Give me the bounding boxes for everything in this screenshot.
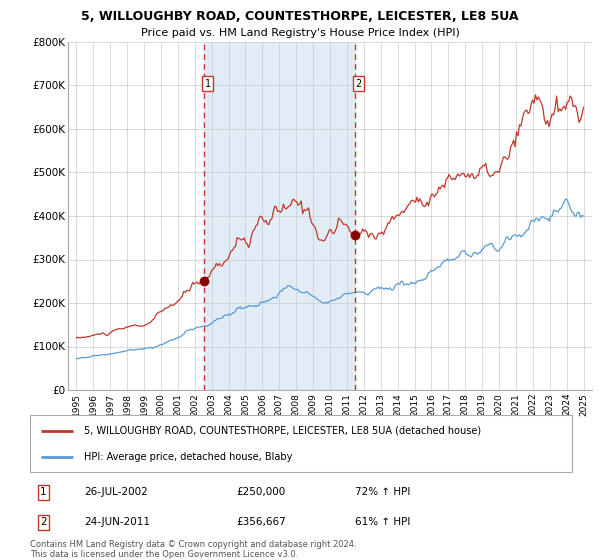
Bar bbox=[205, 42, 355, 390]
Text: Price paid vs. HM Land Registry's House Price Index (HPI): Price paid vs. HM Land Registry's House … bbox=[140, 28, 460, 38]
Text: 2: 2 bbox=[40, 517, 47, 528]
Text: 24-JUN-2011: 24-JUN-2011 bbox=[84, 517, 150, 528]
Text: 5, WILLOUGHBY ROAD, COUNTESTHORPE, LEICESTER, LE8 5UA: 5, WILLOUGHBY ROAD, COUNTESTHORPE, LEICE… bbox=[81, 10, 519, 23]
Text: £250,000: £250,000 bbox=[236, 487, 285, 497]
Text: 1: 1 bbox=[205, 79, 211, 88]
Text: £356,667: £356,667 bbox=[236, 517, 286, 528]
Text: 26-JUL-2002: 26-JUL-2002 bbox=[84, 487, 148, 497]
Text: 61% ↑ HPI: 61% ↑ HPI bbox=[355, 517, 410, 528]
Text: HPI: Average price, detached house, Blaby: HPI: Average price, detached house, Blab… bbox=[84, 452, 293, 462]
Text: 1: 1 bbox=[40, 487, 47, 497]
Text: 2: 2 bbox=[355, 79, 362, 88]
Text: 72% ↑ HPI: 72% ↑ HPI bbox=[355, 487, 410, 497]
FancyBboxPatch shape bbox=[30, 415, 572, 472]
Text: Contains HM Land Registry data © Crown copyright and database right 2024.
This d: Contains HM Land Registry data © Crown c… bbox=[30, 540, 356, 559]
Text: 5, WILLOUGHBY ROAD, COUNTESTHORPE, LEICESTER, LE8 5UA (detached house): 5, WILLOUGHBY ROAD, COUNTESTHORPE, LEICE… bbox=[84, 426, 481, 436]
